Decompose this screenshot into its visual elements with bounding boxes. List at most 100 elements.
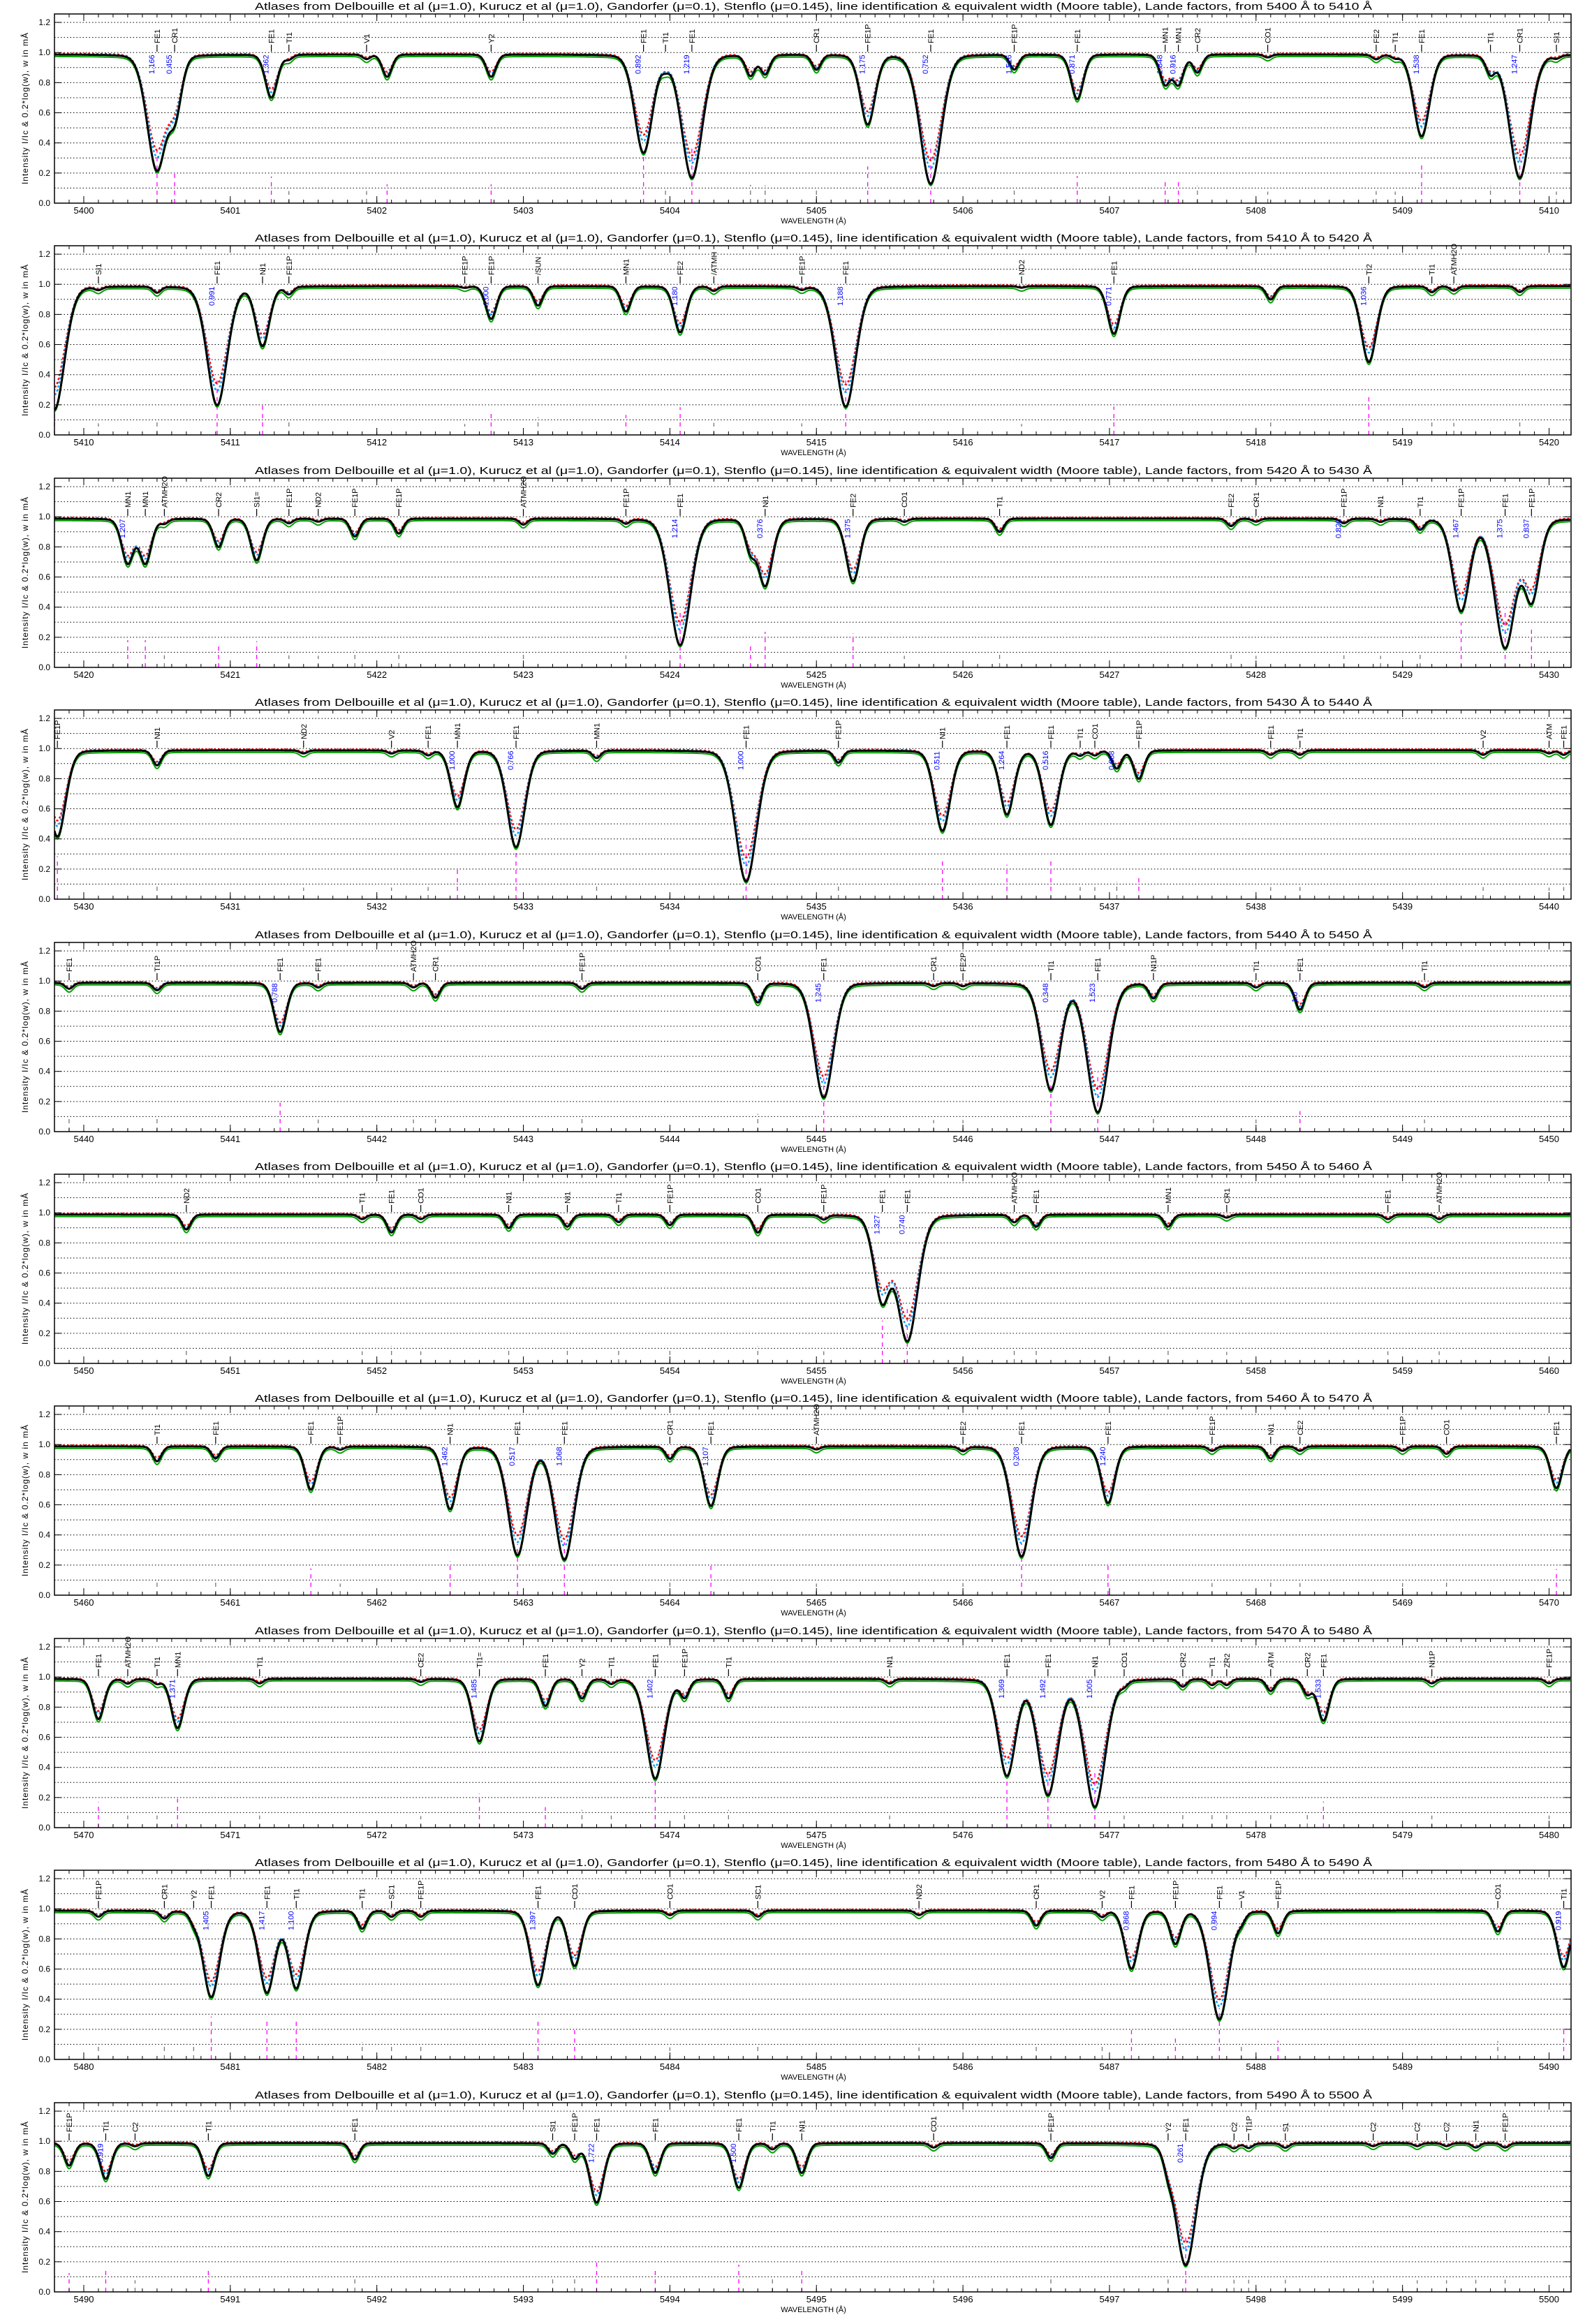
line-id-label: FE1P [462,256,470,276]
y-tick-label: 1.0 [38,1904,50,1914]
line-id-label: CR1 [161,1884,169,1900]
line-id-label: FE1 [1320,1654,1328,1668]
line-id-label: FE2 [1373,29,1381,43]
line-id-label: FE1 [707,1421,716,1435]
y-tick-label: 1.0 [38,976,50,986]
x-tick-label: 5430 [1539,669,1559,680]
line-id-label: FE1 [1003,725,1012,739]
panel-title: Atlases from Delbouille et al (μ=1.0), K… [255,1857,1372,1869]
equivalent-width-label: 1.405 [202,1911,211,1931]
line-id-label: FE1P [487,256,496,276]
x-tick-label: 5463 [513,1597,533,1608]
series-group [54,284,1570,413]
series-gandorfer [54,1909,1571,2001]
equivalent-width-label: 1.375 [1496,519,1505,538]
line-id-label: CE2 [418,1652,426,1667]
y-tick-label: 0.4 [38,1762,50,1772]
y-tick-label: 1.0 [38,280,50,290]
x-tick-label: 5474 [660,1830,680,1840]
equivalent-width-label: 1.005 [1086,1679,1094,1698]
equivalent-width-label: 1.848 [1156,54,1165,74]
line-id-label: NI1 [762,496,770,508]
line-id-label: TI1 [154,1424,162,1435]
line-id-label: FE2P [959,952,968,972]
y-tick-label: 0.6 [38,1268,50,1278]
line-id-label: FE1P [1458,488,1466,508]
line-id-label: TI2 [1365,264,1373,275]
series-kurucz [54,519,1570,651]
line-id-label: ATMH2O [520,475,529,507]
line-id-label: NI1 [154,727,162,739]
line-id-label: MN1 [1162,27,1170,43]
equivalent-width-label: 1.500 [730,2143,738,2163]
line-id-label: FE1 [307,1421,316,1435]
x-tick-label: 5457 [1099,1365,1119,1376]
series-kurucz [54,751,1571,885]
x-tick-label: 5431 [220,901,240,912]
x-tick-label: 5498 [1246,2294,1266,2304]
equivalent-width-label: 0.771 [1105,287,1113,306]
line-id-label: FE1P [1399,1416,1408,1436]
line-id-label: CO1 [666,1884,675,1900]
series-stenflo [54,1213,1570,1328]
equivalent-width-label: 0.919 [1555,1911,1563,1931]
y-tick-label: 0.0 [38,1359,50,1368]
x-tick-label: 5441 [220,1134,240,1144]
x-tick-label: 5421 [220,669,240,680]
line-id-label: SI1 [95,264,103,276]
equivalent-width-label: 1.369 [998,1679,1006,1698]
equivalent-width-label: 0.752 [922,54,930,74]
series-group [54,1909,1571,2022]
x-tick-label: 5484 [660,2062,680,2072]
line-id-label: FE1 [1561,725,1569,739]
line-id-label: CO1 [1443,1420,1452,1436]
series-delbouille [54,981,1570,1113]
x-tick-label: 5446 [953,1134,973,1144]
line-id-label: CR1 [171,28,179,43]
x-tick-label: 5452 [367,1365,387,1376]
plot-frame [54,13,1572,204]
line-id-label: NI1 [1377,496,1385,508]
line-id-label: C2 [1230,2122,1239,2132]
line-id-label: C2 [1414,2122,1422,2132]
line-id-label: C2 [131,2122,140,2132]
x-tick-label: 5472 [367,1830,387,1840]
line-id-label: FE2 [850,494,858,508]
equivalent-width-label: 1.036 [1359,287,1368,306]
spectrum-plot: Atlases from Delbouille et al (μ=1.0), K… [20,1393,1572,1618]
equivalent-width-label: 1.402 [646,1679,654,1698]
line-id-label: TI1 [615,1192,624,1204]
y-tick-label: 0.4 [38,834,50,844]
x-tick-label: 5460 [1539,1365,1559,1376]
line-id-label: FE1 [842,261,850,275]
y-tick-label: 0.6 [38,108,50,118]
series-kurucz [54,1680,1570,1809]
line-id-label: FE1P [681,1648,689,1668]
x-tick-label: 5455 [806,1365,827,1376]
line-id-label: FE1 [1047,725,1056,739]
x-tick-label: 5475 [806,1830,827,1840]
line-id-label: FE1 [315,957,323,971]
y-tick-label: 0.0 [38,198,50,208]
x-tick-label: 5456 [953,1365,973,1376]
x-tick-label: 5500 [1539,2294,1559,2304]
line-id-label: FE1P [820,1184,829,1204]
y-tick-label: 1.0 [38,1208,50,1217]
line-id-label: MN1 [1165,1187,1173,1204]
x-axis-label: WAVELENGTH (Å) [781,216,846,225]
spectrum-plot: Atlases from Delbouille et al (μ=1.0), K… [20,232,1572,457]
line-id-label: FE1 [1502,494,1510,508]
line-id-label: ND2 [915,1884,924,1900]
y-tick-label: 0.4 [38,1994,50,2004]
y-tick-label: 0.6 [38,1964,50,1974]
panel-title: Atlases from Delbouille et al (μ=1.0), K… [255,929,1372,941]
series-stenflo [54,285,1570,396]
x-tick-label: 5434 [660,901,680,912]
equivalent-width-label: 1.371 [168,1679,177,1698]
y-tick-label: 0.2 [38,1328,50,1338]
equivalent-width-label: 0.455 [165,54,174,74]
x-tick-label: 5454 [660,1365,680,1376]
equivalent-width-label: 1.417 [258,1911,266,1931]
x-tick-label: 5404 [660,205,680,216]
equivalent-width-label: 1.107 [702,1447,710,1467]
